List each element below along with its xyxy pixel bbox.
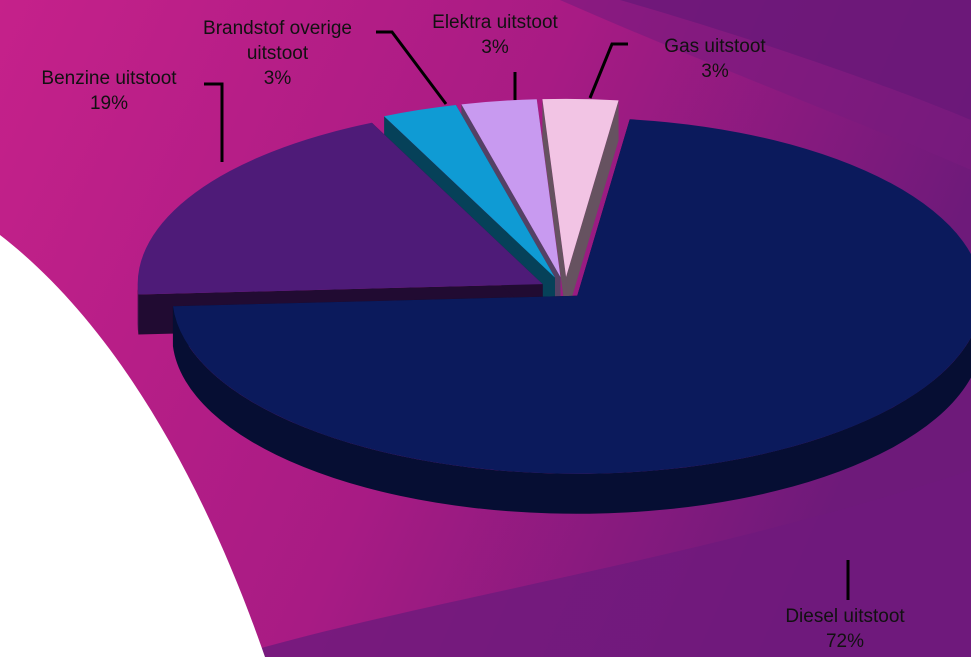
label-overige-name-line-1: Brandstof overige [203,18,352,39]
label-overige-name-line-2: uitstoot [246,43,309,64]
background-white-curve [0,235,265,657]
slice-top-overige [384,104,555,278]
pie-slice-diesel [172,119,971,514]
data-label-brandstof-overige: Brandstof overige uitstoot 3% [170,16,385,91]
leader-line-gas [588,42,628,99]
pie-slices [137,98,971,514]
label-elektra-name: Elektra uitstoot [432,12,558,33]
label-diesel-name: Diesel uitstoot [785,606,905,627]
leader-line-benzine [204,82,224,162]
slice-side-gas-0 [542,99,567,317]
pie-slice-gas [542,98,619,317]
leader-line-overige [376,30,448,105]
label-benzine-name: Benzine uitstoot [41,68,177,89]
slice-wall-diesel-0 [172,306,971,514]
slice-side-gas-1 [566,100,619,317]
slice-wall-benzine-0 [137,284,139,335]
data-label-gas: Gas uitstoot 3% [615,34,815,84]
label-benzine-percent: 19% [89,93,129,114]
data-label-diesel: Diesel uitstoot 72% [760,604,930,654]
label-overige-percent: 3% [263,68,292,89]
slice-top-diesel [172,119,971,474]
background-swoosh-bottom [230,470,971,657]
label-gas-name: Gas uitstoot [664,36,766,57]
slice-top-gas [542,98,619,277]
slice-top-elektra [461,99,561,277]
data-label-elektra: Elektra uitstoot 3% [405,10,585,60]
label-diesel-percent: 72% [825,631,865,652]
background-swoosh-top-dark [620,0,971,120]
label-gas-percent: 3% [701,61,729,82]
data-label-benzine: Benzine uitstoot 19% [14,66,204,116]
slice-top-benzine [137,122,543,295]
label-leader-lines [204,30,850,600]
label-elektra-percent: 3% [481,37,509,58]
